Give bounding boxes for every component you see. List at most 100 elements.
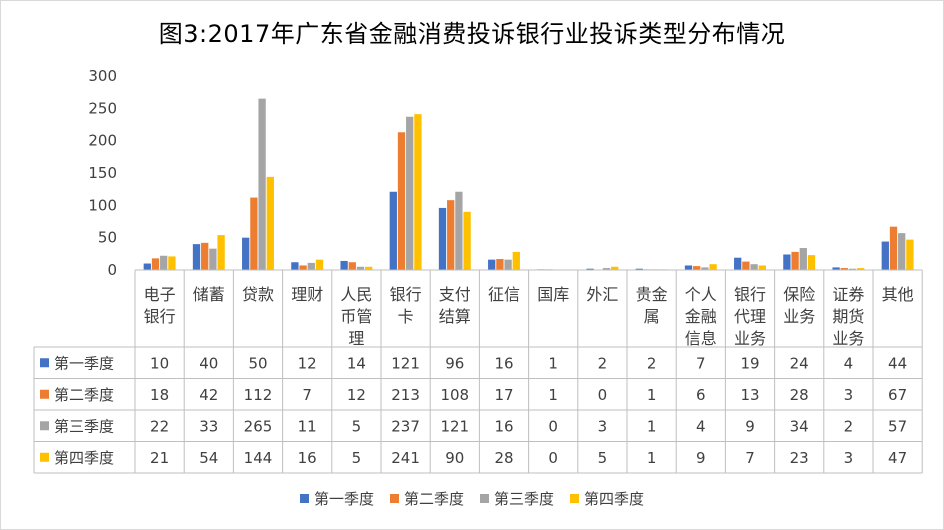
category-label: 卡 [398, 307, 414, 326]
bar-2-4 [299, 265, 307, 270]
bar-1-14 [783, 254, 791, 270]
data-value-label: 6 [696, 386, 706, 404]
data-value-label: 241 [391, 449, 420, 467]
bar-3-15 [848, 268, 857, 270]
data-value-label: 13 [740, 386, 759, 404]
category-label: 保险 [783, 285, 815, 304]
category-label: 业务 [783, 307, 815, 326]
category-label: 业务 [832, 329, 864, 348]
data-value-label: 0 [548, 417, 558, 435]
y-tick-label: 250 [88, 99, 117, 117]
data-value-label: 3 [598, 417, 608, 435]
data-value-label: 144 [244, 449, 273, 467]
legend-swatch [299, 494, 309, 503]
data-value-label: 50 [248, 354, 267, 372]
data-value-label: 213 [391, 386, 420, 404]
data-value-label: 5 [352, 417, 362, 435]
bar-2-12 [693, 266, 701, 270]
bar-4-8 [512, 251, 520, 270]
y-tick-label: 50 [98, 229, 117, 247]
category-label: 外汇 [586, 285, 618, 304]
category-label: 国库 [537, 285, 569, 304]
legend-swatch [570, 494, 580, 503]
data-value-label: 265 [244, 417, 273, 435]
data-value-label: 16 [494, 417, 513, 435]
bar-2-2 [201, 242, 209, 270]
data-value-label: 44 [888, 354, 907, 372]
data-value-label: 3 [844, 386, 854, 404]
bar-3-2 [209, 248, 217, 270]
bar-4-13 [758, 265, 766, 270]
bar-3-7 [455, 191, 463, 270]
category-label: 电子 [144, 285, 176, 304]
data-value-label: 237 [391, 417, 420, 435]
legend-item: 第二季度 [389, 488, 464, 509]
bar-1-6 [389, 191, 397, 270]
data-value-label: 10 [150, 354, 169, 372]
data-value-label: 11 [298, 417, 317, 435]
bar-4-6 [414, 114, 422, 271]
bar-3-4 [307, 262, 315, 270]
table-series-swatch [40, 389, 49, 399]
bar-4-1 [168, 256, 176, 270]
data-value-label: 2 [647, 354, 657, 372]
data-value-label: 28 [790, 386, 809, 404]
category-label: 银行 [734, 285, 766, 304]
bar-1-1 [143, 263, 151, 270]
legend-label: 第三季度 [494, 490, 555, 508]
bar-3-6 [406, 116, 414, 271]
data-value-label: 108 [440, 386, 469, 404]
chart-title: 图3:2017年广东省金融消费投诉银行业投诉类型分布情况 [158, 20, 786, 48]
legend-item: 第四季度 [570, 488, 644, 509]
bar-1-10 [586, 268, 594, 270]
data-value-label: 1 [647, 386, 657, 404]
category-label: 结算 [439, 307, 471, 326]
category-label: 代理 [734, 307, 766, 326]
y-tick-label: 150 [88, 164, 117, 182]
bar-1-4 [291, 262, 299, 270]
data-value-label: 12 [347, 386, 366, 404]
legend-item: 第三季度 [480, 488, 554, 509]
data-value-label: 3 [844, 449, 854, 467]
bar-1-2 [192, 244, 201, 270]
table-series-name: 第一季度 [54, 354, 114, 372]
bar-1-12 [684, 265, 693, 270]
bar-1-11 [635, 268, 643, 270]
bar-3-8 [504, 259, 512, 270]
bar-1-13 [734, 257, 742, 270]
data-value-label: 7 [696, 354, 706, 372]
data-value-label: 16 [298, 449, 317, 467]
data-value-label: 47 [888, 449, 907, 467]
data-value-label: 67 [888, 386, 907, 404]
category-label: 业务 [734, 329, 766, 348]
y-tick-label: 0 [107, 261, 117, 279]
bar-4-3 [266, 176, 274, 270]
category-label: 支付 [439, 285, 471, 304]
legend-item: 第一季度 [299, 488, 374, 509]
data-value-label: 5 [352, 449, 362, 467]
data-value-label: 4 [696, 417, 706, 435]
table-series-name: 第二季度 [54, 386, 114, 404]
data-value-label: 18 [150, 386, 169, 404]
bar-4-16 [906, 239, 914, 270]
bar-2-1 [151, 258, 160, 270]
bar-2-15 [840, 268, 848, 270]
category-label: 金融 [685, 307, 717, 326]
category-label: 贵金 [636, 285, 668, 304]
bar-3-14 [799, 248, 807, 270]
bar-4-15 [857, 268, 865, 270]
data-value-label: 96 [445, 354, 464, 372]
category-label: 个人 [685, 285, 717, 304]
table-series-swatch [40, 358, 49, 368]
bar-4-5 [365, 266, 373, 270]
table-series-swatch [40, 452, 49, 462]
data-value-label: 9 [745, 417, 755, 435]
bar-4-2 [217, 235, 225, 270]
bar-4-12 [709, 264, 717, 270]
bar-2-5 [348, 262, 356, 270]
y-tick-label: 300 [88, 67, 117, 85]
category-label: 理财 [291, 285, 323, 304]
category-label: 储蓄 [193, 285, 225, 304]
bar-3-3 [258, 98, 266, 270]
